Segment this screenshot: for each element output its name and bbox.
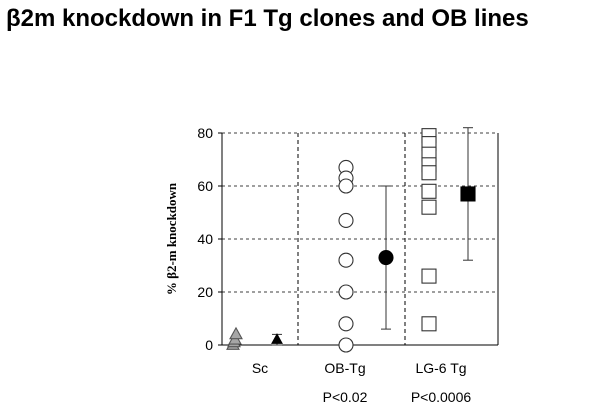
summary-point xyxy=(271,333,283,344)
axes xyxy=(218,132,499,346)
y-tick-label: 40 xyxy=(197,231,213,247)
data-point xyxy=(338,212,354,228)
data-point xyxy=(421,183,437,199)
y-tick-label: 80 xyxy=(197,125,213,141)
data-point xyxy=(338,316,354,332)
data-point xyxy=(421,268,437,284)
group-label: LG-6 Tg xyxy=(415,360,466,376)
data-point xyxy=(338,252,354,268)
data-point xyxy=(229,326,243,340)
y-tick-label: 60 xyxy=(197,178,213,194)
data-point xyxy=(338,284,354,300)
p-value-label: P<0.02 xyxy=(323,389,368,405)
data-point xyxy=(421,199,437,215)
summary-point xyxy=(460,186,476,202)
group-label: Sc xyxy=(252,360,268,376)
y-axis-title: % β2-m knockdown xyxy=(164,182,179,295)
group-label: OB-Tg xyxy=(324,360,365,376)
chart-title: β2m knockdown in F1 Tg clones and OB lin… xyxy=(6,5,529,32)
data-point xyxy=(421,316,437,332)
y-tick-label: 20 xyxy=(197,284,213,300)
data-point xyxy=(421,165,437,181)
axis-labels: 0 20 40 60 80 % β2-m knockdown Sc OB-Tg P<0.02 LG… xyxy=(164,125,471,405)
y-tick-label: 0 xyxy=(205,337,213,353)
p-value-label: P<0.0006 xyxy=(411,389,472,405)
gridlines xyxy=(222,132,498,345)
summary-point xyxy=(378,249,394,266)
data-point xyxy=(338,178,354,194)
error-bars xyxy=(272,127,473,346)
data-points xyxy=(226,128,476,353)
data-point xyxy=(338,337,354,353)
